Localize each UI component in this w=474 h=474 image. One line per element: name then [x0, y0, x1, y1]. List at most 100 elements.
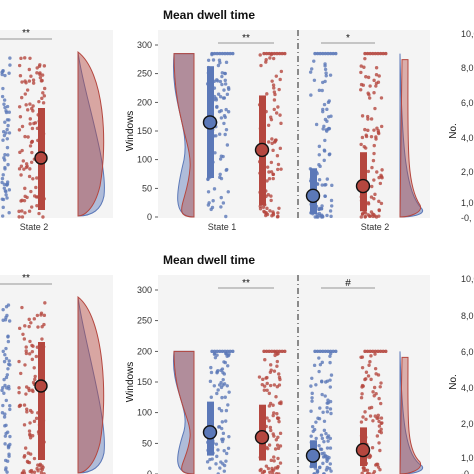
- data-point: [18, 403, 23, 408]
- data-point: [228, 51, 232, 56]
- data-point: [278, 461, 283, 465]
- data-point: [0, 176, 5, 181]
- data-point: [33, 377, 37, 382]
- data-point: [32, 456, 37, 461]
- data-point: [27, 317, 31, 322]
- data-point: [270, 141, 274, 146]
- data-point: [7, 359, 11, 363]
- data-point: [42, 64, 47, 68]
- data-point: [321, 107, 325, 112]
- data-point: [272, 369, 277, 373]
- data-point: [279, 167, 283, 171]
- significance-label: **: [242, 278, 250, 289]
- data-point: [267, 419, 271, 423]
- data-point: [34, 416, 39, 421]
- data-point: [322, 148, 327, 152]
- data-point: [231, 51, 235, 56]
- data-point: [23, 194, 27, 199]
- data-point: [276, 416, 281, 420]
- data-point: [322, 428, 327, 433]
- data-point: [376, 413, 380, 418]
- category-label: State 1: [208, 222, 237, 232]
- data-point: [1, 205, 5, 210]
- data-point: [212, 51, 217, 56]
- data-point: [270, 349, 274, 354]
- data-point: [276, 105, 280, 109]
- data-point: [268, 56, 272, 60]
- data-point: [215, 349, 219, 354]
- data-point: [39, 313, 43, 317]
- data-point: [362, 145, 366, 149]
- data-point: [376, 465, 381, 469]
- data-point: [272, 455, 276, 459]
- data-point: [309, 384, 313, 388]
- data-point: [7, 387, 11, 391]
- data-point: [275, 364, 279, 368]
- data-point: [264, 349, 269, 354]
- data-point: [277, 375, 282, 380]
- data-point: [271, 56, 276, 61]
- data-point: [359, 420, 364, 424]
- data-point: [218, 172, 222, 177]
- data-point: [269, 194, 273, 198]
- data-point: [371, 349, 375, 354]
- data-point: [265, 179, 269, 183]
- data-point: [324, 431, 328, 436]
- data-point: [265, 416, 269, 420]
- half-violin-state2: [173, 53, 195, 218]
- data-point: [27, 79, 32, 83]
- data-point: [317, 88, 322, 93]
- data-point: [223, 78, 227, 83]
- data-point: [380, 168, 384, 172]
- data-point: [269, 170, 274, 174]
- data-point: [364, 370, 369, 374]
- data-point: [368, 454, 373, 458]
- data-point: [258, 468, 262, 473]
- data-point: [217, 109, 222, 114]
- data-point: [328, 73, 333, 77]
- data-point: [218, 175, 222, 180]
- data-point: [215, 51, 219, 56]
- data-point: [35, 176, 39, 180]
- data-point: [372, 128, 376, 132]
- data-point: [3, 412, 7, 416]
- data-point: [218, 61, 222, 65]
- y-tick-label: 50: [142, 438, 152, 448]
- data-point: [210, 205, 215, 210]
- right-axis-tick-label: 1,0: [461, 198, 474, 208]
- data-point: [23, 363, 27, 367]
- data-point: [216, 63, 221, 68]
- data-point: [217, 383, 222, 387]
- data-point: [39, 79, 44, 83]
- data-point: [27, 324, 31, 329]
- data-point: [360, 355, 365, 359]
- data-point: [369, 117, 374, 121]
- data-point: [262, 349, 266, 354]
- data-point: [265, 165, 270, 169]
- data-point: [1, 86, 5, 91]
- data-point: [221, 462, 225, 466]
- chart-title: Mean dwell time: [163, 8, 255, 22]
- data-point: [22, 198, 27, 203]
- data-point: [377, 429, 382, 434]
- data-point: [319, 447, 324, 452]
- data-point: [228, 349, 232, 354]
- data-point: [218, 466, 222, 470]
- data-point: [271, 471, 275, 474]
- data-point: [211, 199, 215, 203]
- data-point: [5, 104, 10, 109]
- data-point: [222, 88, 226, 92]
- half-violin-state2: [399, 59, 422, 218]
- data-point: [28, 102, 32, 106]
- data-point: [212, 349, 217, 354]
- data-point: [207, 201, 211, 205]
- data-point: [277, 383, 282, 387]
- data-point: [319, 207, 324, 211]
- data-point: [272, 459, 276, 463]
- data-point: [3, 105, 7, 110]
- data-point: [41, 465, 45, 470]
- data-point: [28, 408, 33, 413]
- data-point: [4, 423, 8, 427]
- data-point: [24, 392, 28, 396]
